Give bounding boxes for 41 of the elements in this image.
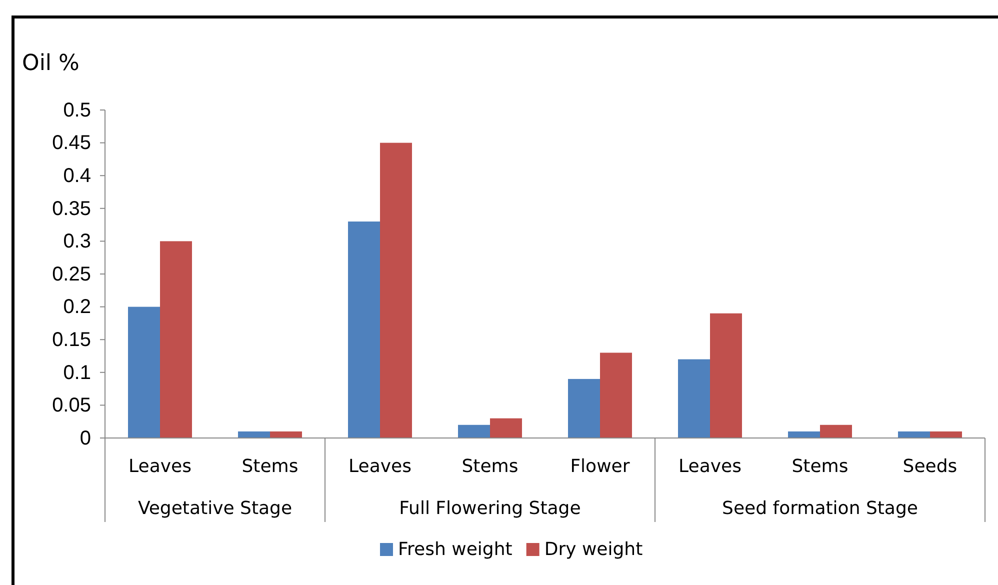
y-tick-label: 0.05 (52, 394, 91, 417)
x-tick-label: Stems (242, 456, 298, 477)
y-tick-label: 0.25 (52, 263, 91, 286)
bar (380, 142, 412, 438)
x-tick-label: Stems (462, 456, 518, 477)
bar (458, 424, 490, 438)
bar (160, 241, 192, 438)
x-tick-label: Leaves (348, 456, 412, 477)
y-axis-title: Oil % (22, 51, 80, 76)
bar (930, 431, 962, 438)
y-tick-label: 0.15 (52, 329, 91, 351)
bar (238, 431, 270, 438)
bar (600, 352, 632, 438)
bar (128, 306, 160, 438)
y-tick-label: 0.5 (63, 99, 91, 122)
bar (490, 418, 522, 438)
x-tick-label: Leaves (678, 456, 742, 477)
legend-label: Dry weight (544, 539, 643, 560)
text: Full Flowering Stage (399, 498, 581, 519)
text: Vegetative Stage (138, 498, 292, 519)
bar (568, 378, 600, 438)
x-tick-label: Leaves (128, 456, 192, 477)
bar (678, 359, 710, 438)
y-tick-label: 0.35 (52, 198, 91, 220)
bar (710, 313, 742, 438)
bar (788, 431, 820, 438)
y-tick-label: 0.45 (52, 132, 91, 154)
y-tick-label: 0.4 (63, 165, 91, 187)
text: Seed formation Stage (722, 498, 918, 519)
x-tick-label: Seeds (902, 456, 958, 477)
bar (820, 424, 852, 438)
x-tick-label: Stems (792, 456, 848, 477)
bar (270, 431, 302, 438)
x-tick-label: Flower (570, 456, 630, 477)
legend-label: Fresh weight (398, 539, 512, 560)
y-tick-label: 0.3 (63, 230, 91, 253)
bar (348, 222, 380, 438)
y-tick-label: 0.2 (63, 296, 91, 318)
y-tick-label: 0.1 (63, 362, 91, 384)
bar (898, 431, 930, 438)
y-tick-label: 0 (80, 427, 91, 450)
